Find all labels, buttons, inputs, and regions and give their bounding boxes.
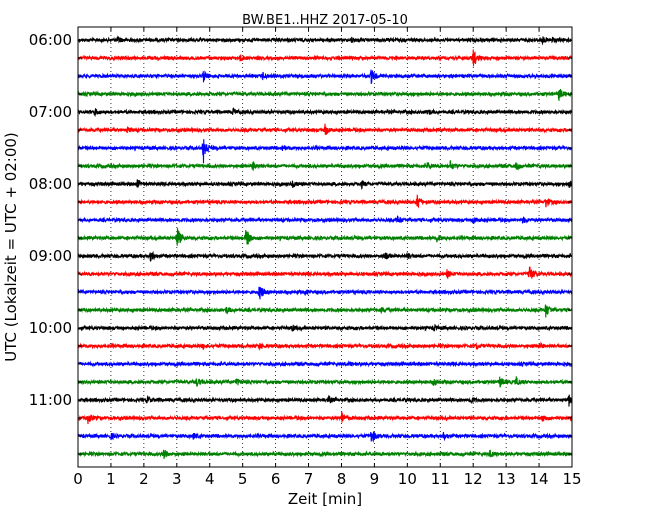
x-tick-label: 9 bbox=[370, 470, 380, 488]
trace-0615 bbox=[77, 49, 573, 67]
trace-0815 bbox=[77, 194, 573, 209]
trace-0745 bbox=[77, 160, 573, 171]
trace-0900 bbox=[77, 250, 573, 262]
x-tick-label: 0 bbox=[73, 470, 83, 488]
x-tick-label: 14 bbox=[530, 470, 549, 488]
x-tick-label: 2 bbox=[139, 470, 149, 488]
trace-0700 bbox=[77, 107, 573, 118]
trace-0800 bbox=[77, 179, 573, 190]
y-tick-label: 06:00 bbox=[29, 31, 72, 49]
x-tick-label: 11 bbox=[431, 470, 450, 488]
chart-title: BW.BE1..HHZ 2017-05-10 bbox=[242, 13, 408, 28]
x-tick-label: 12 bbox=[464, 470, 483, 488]
trace-0845 bbox=[77, 227, 573, 246]
x-tick-label: 13 bbox=[497, 470, 516, 488]
trace-layer bbox=[77, 35, 573, 460]
y-tick-label: 10:00 bbox=[29, 319, 72, 337]
trace-0600 bbox=[77, 35, 573, 46]
trace-1130 bbox=[77, 431, 573, 443]
trace-1030 bbox=[77, 360, 573, 368]
x-tick-label: 7 bbox=[304, 470, 314, 488]
y-axis-label: UTC (Lokalzeit = UTC + 02:00) bbox=[2, 132, 20, 362]
x-tick-label: 4 bbox=[205, 470, 215, 488]
trace-0715 bbox=[77, 123, 573, 136]
x-tick-label: 10 bbox=[398, 470, 417, 488]
x-tick-label: 1 bbox=[106, 470, 116, 488]
y-tick-label: 11:00 bbox=[29, 391, 72, 409]
x-tick-label: 5 bbox=[238, 470, 248, 488]
x-tick-label: 15 bbox=[562, 470, 581, 488]
tick-layer: 0 1 2 3 4 5 6 7 8 9 10 11 12 13 14 1506:0007:0008:0009:… bbox=[29, 27, 582, 488]
grid-layer bbox=[110, 27, 540, 467]
x-tick-label: 6 bbox=[271, 470, 281, 488]
trace-0630 bbox=[77, 69, 573, 84]
trace-0915 bbox=[77, 266, 573, 279]
trace-0830 bbox=[77, 215, 573, 224]
trace-1045 bbox=[77, 376, 573, 388]
trace-0930 bbox=[77, 286, 573, 300]
trace-0645 bbox=[77, 88, 573, 101]
trace-0945 bbox=[77, 304, 573, 318]
plot-frame bbox=[77, 26, 573, 468]
x-tick-label: 8 bbox=[337, 470, 347, 488]
y-tick-label: 07:00 bbox=[29, 103, 72, 121]
trace-1115 bbox=[77, 411, 573, 425]
trace-1000 bbox=[77, 323, 573, 332]
y-tick-label: 09:00 bbox=[29, 247, 72, 265]
trace-1100 bbox=[77, 394, 573, 407]
x-axis-label: Zeit [min] bbox=[288, 490, 362, 508]
x-tick-label: 3 bbox=[172, 470, 182, 488]
y-tick-label: 08:00 bbox=[29, 175, 72, 193]
trace-0730 bbox=[77, 139, 573, 164]
trace-1015 bbox=[77, 341, 573, 351]
trace-1145 bbox=[77, 449, 573, 460]
